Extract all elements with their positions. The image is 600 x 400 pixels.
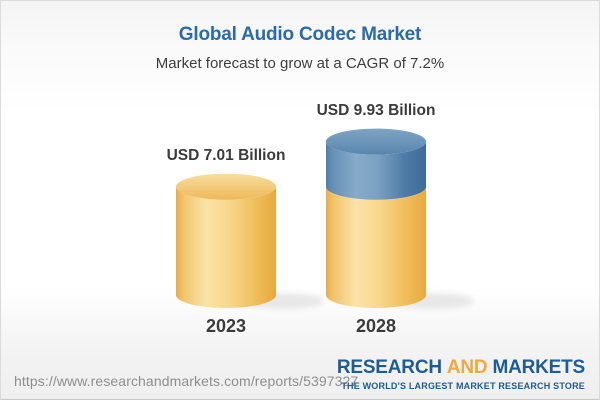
cylinder-top [326, 128, 426, 155]
page-title: Global Audio Codec Market [178, 24, 422, 45]
cylinder-segment-base [326, 186, 426, 308]
cylinder-segment-growth [326, 141, 426, 200]
cylinder-top [176, 173, 276, 200]
bar-value-label: USD 9.93 Billion [316, 101, 436, 119]
bar-category-label: 2023 [205, 316, 247, 336]
bar-value-label: USD 7.01 Billion [166, 146, 286, 164]
logo-tagline: THE WORLD'S LARGEST MARKET RESEARCH STOR… [341, 381, 585, 391]
cylinder-segment-base [176, 186, 276, 308]
logo-word-markets: MARKETS [492, 357, 585, 378]
logo-word-research: RESEARCH [336, 357, 442, 378]
logo-wordmark: RESEARCH AND MARKETS [337, 358, 585, 377]
header: Global Audio Codec Market Market forecas… [1, 1, 599, 72]
page-subtitle: Market forecast to grow at a CAGR of 7.2… [155, 54, 445, 72]
report-url: https://www.researchandmarkets.com/repor… [14, 373, 359, 389]
logo-word-and: AND [446, 357, 488, 378]
bar-category-label: 2028 [355, 316, 397, 336]
research-and-markets-logo: RESEARCH AND MARKETS THE WORLD'S LARGEST… [337, 358, 585, 391]
